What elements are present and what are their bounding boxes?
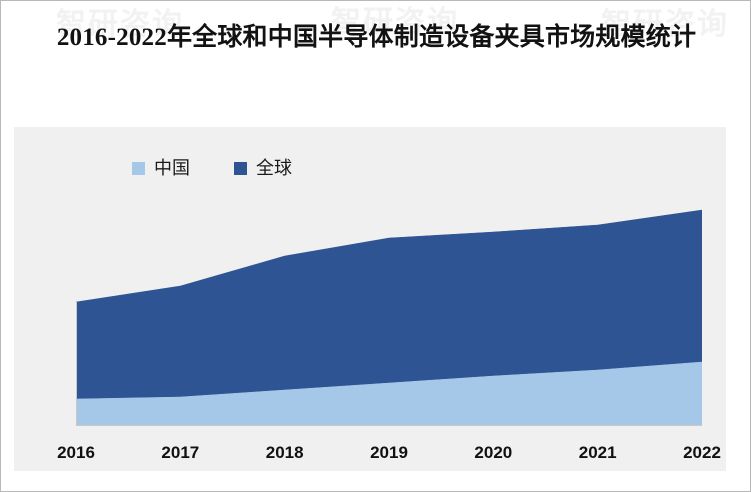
legend-label-global: 全球 [256,158,292,178]
chart-panel: 中国 全球 2016 2017 2018 2019 2020 2021 2022 [14,127,726,471]
legend-label-china: 中国 [154,158,190,178]
area-chart-svg [76,209,702,426]
x-axis-tick-2020: 2020 [474,443,513,462]
x-axis-tick-2019: 2019 [370,443,408,462]
legend-swatch-global-icon [234,161,247,175]
plot-area [76,126,702,426]
x-axis-label-row: 2016 2017 2018 2019 2020 2021 2022 [14,437,726,467]
x-axis-tick-2018: 2018 [265,443,304,462]
x-axis-tick-2022: 2022 [683,443,721,462]
legend-item-china[interactable]: 中国 [132,159,190,177]
chart-title: 2016-2022年全球和中国半导体制造设备夹具市场规模统计 [56,24,697,51]
legend-item-global[interactable]: 全球 [234,159,292,177]
chart-legend: 中国 全球 [14,155,726,181]
x-axis-tick-2021: 2021 [578,443,617,462]
legend-swatch-china-icon [132,161,145,175]
x-axis-tick-2017: 2017 [161,443,200,462]
x-axis-tick-2016: 2016 [57,443,95,462]
area-series-china [76,361,702,426]
